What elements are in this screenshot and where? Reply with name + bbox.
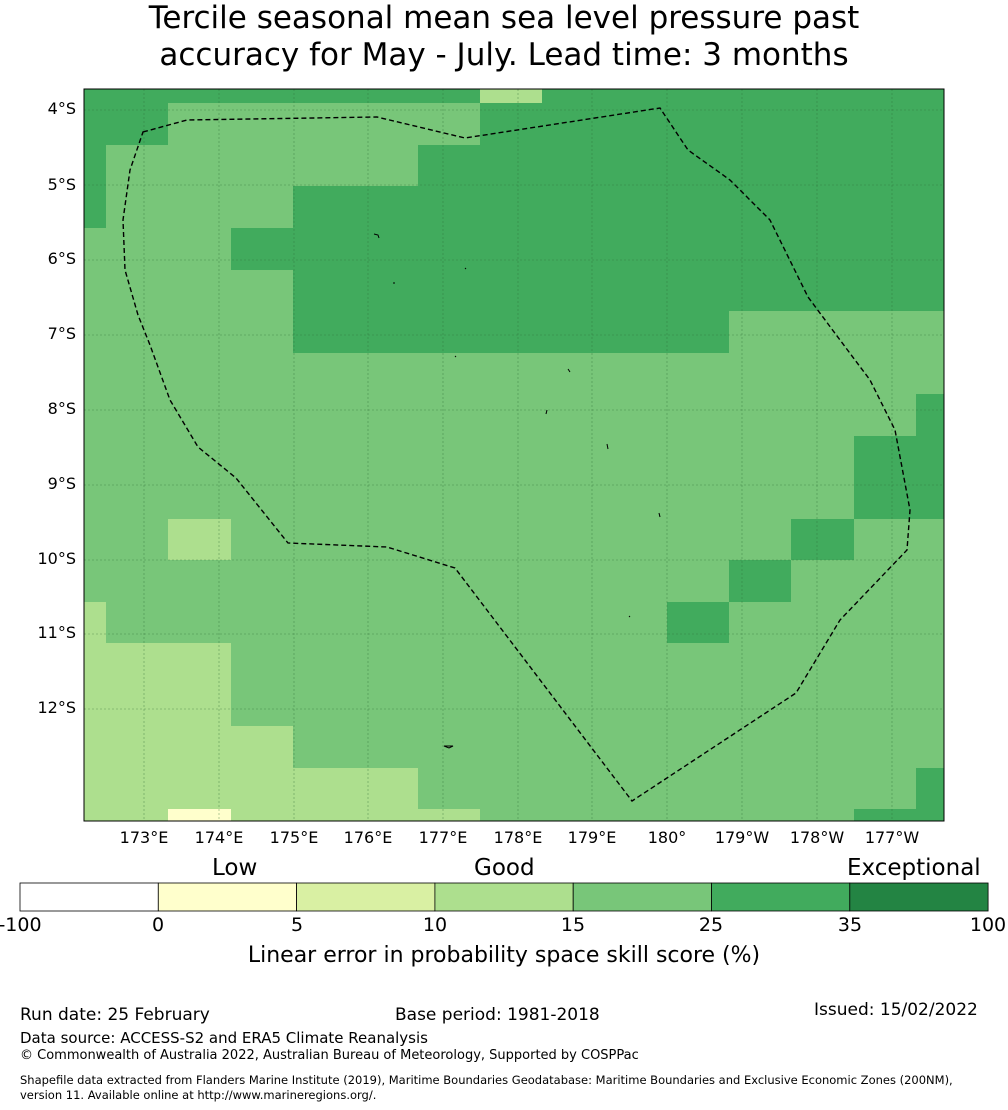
category-good: Good bbox=[474, 855, 535, 881]
island-mark bbox=[443, 745, 454, 749]
title-line-1: Tercile seasonal mean sea level pressure… bbox=[148, 0, 860, 36]
lat-label: 9°S bbox=[47, 474, 76, 493]
skill-cell bbox=[231, 228, 293, 270]
base-period: Base period: 1981-2018 bbox=[395, 1005, 600, 1025]
skill-cell bbox=[84, 145, 106, 228]
colorbar-segment bbox=[157, 882, 298, 912]
lon-label: 177°E bbox=[418, 828, 468, 847]
lat-label: 12°S bbox=[37, 698, 76, 717]
skill-cell bbox=[667, 602, 729, 643]
lat-label: 11°S bbox=[37, 623, 76, 642]
colorbar-segment bbox=[711, 882, 851, 912]
map-frame bbox=[83, 88, 945, 822]
lon-label: 178°W bbox=[789, 828, 845, 847]
lon-label: 179°W bbox=[714, 828, 770, 847]
skill-cell bbox=[729, 560, 791, 602]
lon-label: 179°E bbox=[567, 828, 617, 847]
skill-cell bbox=[791, 519, 854, 560]
lat-label: 10°S bbox=[37, 549, 76, 568]
colorbar-segment bbox=[434, 882, 574, 912]
lat-label: 6°S bbox=[47, 249, 76, 268]
island-mark bbox=[454, 355, 457, 358]
skill-cell bbox=[168, 809, 231, 821]
data-source: Data source: ACCESS-S2 and ERA5 Climate … bbox=[20, 1029, 428, 1047]
colorbar-segment bbox=[849, 882, 989, 912]
colorbar-tick: 5 bbox=[290, 914, 304, 936]
island-mark bbox=[464, 267, 467, 270]
skill-cell bbox=[293, 768, 418, 821]
skill-cell bbox=[168, 519, 231, 560]
island-mark bbox=[567, 368, 571, 373]
copyright: © Commonwealth of Australia 2022, Austra… bbox=[20, 1048, 639, 1063]
skill-cell bbox=[480, 103, 944, 145]
eez-boundary bbox=[122, 107, 911, 802]
skill-cell bbox=[84, 602, 106, 643]
colorbar-segment bbox=[296, 882, 436, 912]
skill-cell bbox=[84, 89, 480, 103]
island-marks bbox=[373, 233, 661, 749]
skill-cell bbox=[916, 768, 944, 809]
colorbar-tick: 35 bbox=[837, 914, 863, 936]
colorbar-tick: 10 bbox=[422, 914, 448, 936]
graticule bbox=[84, 89, 944, 821]
colorbar-tick: 15 bbox=[560, 914, 586, 936]
island-mark bbox=[606, 443, 609, 450]
issued-date: Issued: 15/02/2022 bbox=[814, 1000, 978, 1020]
colorbar bbox=[19, 882, 989, 912]
colorbar-segment bbox=[572, 882, 712, 912]
skill-cell bbox=[84, 643, 231, 821]
skill-cell bbox=[293, 311, 729, 353]
skill-cell bbox=[418, 145, 944, 186]
lat-label: 4°S bbox=[47, 99, 76, 118]
skill-cell bbox=[854, 809, 944, 821]
lat-label: 5°S bbox=[47, 175, 76, 194]
skill-cell bbox=[293, 186, 944, 311]
skill-grid bbox=[84, 89, 944, 821]
run-date: Run date: 25 February bbox=[20, 1005, 210, 1025]
island-mark bbox=[658, 512, 661, 518]
skill-cell bbox=[84, 103, 168, 145]
colorbar-tick: 100 bbox=[969, 914, 1007, 936]
category-low: Low bbox=[212, 855, 258, 881]
lon-label: 173°E bbox=[119, 828, 169, 847]
skill-cell bbox=[418, 809, 480, 821]
lon-label: 178°E bbox=[493, 828, 543, 847]
lat-label: 7°S bbox=[47, 324, 76, 343]
island-mark bbox=[545, 409, 548, 415]
lon-label: 176°E bbox=[343, 828, 393, 847]
skill-cell bbox=[916, 394, 944, 436]
shapefile-credit-1: Shapefile data extracted from Flanders M… bbox=[20, 1073, 953, 1087]
skill-cell bbox=[542, 89, 944, 103]
category-exceptional: Exceptional bbox=[847, 855, 981, 881]
lon-label: 174°E bbox=[194, 828, 244, 847]
colorbar-tick: -100 bbox=[0, 914, 42, 936]
title-line-2: accuracy for May - July. Lead time: 3 mo… bbox=[159, 37, 849, 73]
lon-label: 177°W bbox=[864, 828, 920, 847]
colorbar-tick: 0 bbox=[151, 914, 165, 936]
colorbar-tick: 25 bbox=[698, 914, 724, 936]
lon-label: 180° bbox=[647, 828, 687, 847]
island-mark bbox=[628, 615, 631, 618]
map-title: Tercile seasonal mean sea level pressure… bbox=[0, 0, 1008, 74]
shapefile-credit-2: version 11. Available online at http://w… bbox=[20, 1088, 377, 1102]
colorbar-label: Linear error in probability space skill … bbox=[247, 943, 761, 968]
skill-cell bbox=[480, 89, 542, 103]
lon-label: 175°E bbox=[269, 828, 319, 847]
lat-label: 8°S bbox=[47, 399, 76, 418]
colorbar-segment bbox=[19, 882, 159, 912]
island-mark bbox=[373, 233, 380, 239]
skill-cell bbox=[231, 726, 293, 821]
